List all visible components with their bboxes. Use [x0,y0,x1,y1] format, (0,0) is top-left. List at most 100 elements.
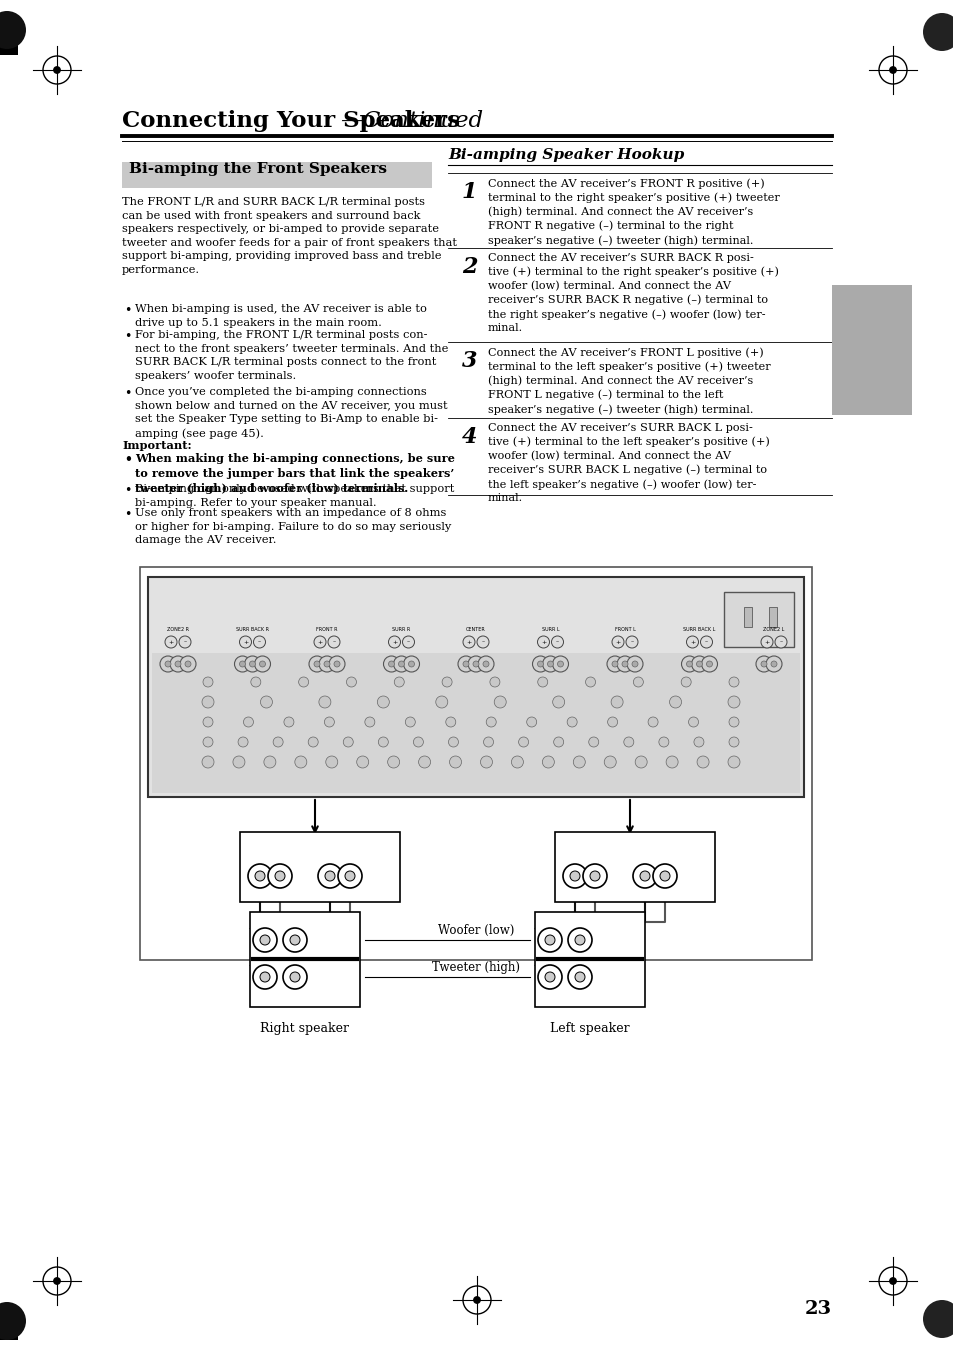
Circle shape [259,661,265,667]
Text: ZONE2 L: ZONE2 L [762,627,784,632]
Text: +: + [562,924,569,934]
Circle shape [760,636,772,648]
Text: –: – [534,961,537,970]
Circle shape [314,636,326,648]
Circle shape [274,871,285,881]
Text: •: • [124,508,132,521]
Circle shape [728,738,739,747]
Circle shape [647,717,658,727]
Circle shape [284,717,294,727]
Circle shape [686,636,698,648]
Circle shape [486,717,496,727]
Bar [250,912,359,1006]
Circle shape [588,738,598,747]
Circle shape [562,865,586,888]
Text: WOOFER: WOOFER [642,851,666,857]
Circle shape [53,1277,61,1285]
Text: SURR BACK R: SURR BACK R [235,627,269,632]
Circle shape [755,657,771,671]
Text: –: – [704,639,707,644]
Circle shape [202,696,213,708]
Circle shape [180,657,195,671]
Circle shape [448,738,458,747]
Text: Connecting Your Speakers: Connecting Your Speakers [122,109,459,132]
Circle shape [625,636,638,648]
Circle shape [612,636,623,648]
Circle shape [551,636,563,648]
Text: •: • [124,330,132,343]
Text: –: – [592,859,597,867]
Circle shape [170,657,186,671]
Text: SURR BACK R: SURR BACK R [243,844,296,850]
Circle shape [553,738,563,747]
Circle shape [239,661,245,667]
Circle shape [573,757,585,767]
Circle shape [603,757,616,767]
Circle shape [477,657,494,671]
Circle shape [639,871,649,881]
Text: Once you’ve completed the bi-amping connections
shown below and turned on the AV: Once you’ve completed the bi-amping conn… [135,386,447,439]
Circle shape [334,661,339,667]
Circle shape [774,636,786,648]
Circle shape [203,677,213,688]
Circle shape [635,757,646,767]
Circle shape [700,657,717,671]
Circle shape [700,636,712,648]
Circle shape [253,928,276,952]
Circle shape [174,661,181,667]
Circle shape [408,661,414,667]
Text: –: – [630,639,633,644]
Text: –: – [257,639,261,644]
Circle shape [542,757,554,767]
Circle shape [243,717,253,727]
Text: Connect the AV receiver’s SURR BACK L posi-
tive (+) terminal to the left speake: Connect the AV receiver’s SURR BACK L po… [488,423,769,503]
Circle shape [659,738,668,747]
Text: +: + [277,924,284,934]
Circle shape [356,757,368,767]
Circle shape [346,677,356,688]
Text: •: • [124,304,132,317]
Text: +: + [277,961,284,970]
Circle shape [589,871,599,881]
Circle shape [473,661,478,667]
Circle shape [480,757,492,767]
Circle shape [537,965,561,989]
Circle shape [273,738,283,747]
Circle shape [160,657,175,671]
Bar [240,832,399,902]
Text: ZONE2 R: ZONE2 R [167,627,189,632]
Text: –: – [249,924,253,934]
Text: Bi-amping the Front Speakers: Bi-amping the Front Speakers [129,162,387,176]
Circle shape [253,636,265,648]
Circle shape [582,865,606,888]
Text: Bi-amping Speaker Hookup: Bi-amping Speaker Hookup [448,149,683,162]
Circle shape [626,657,642,671]
Text: +: + [243,639,248,644]
Text: Connect the AV receiver’s SURR BACK R posi-
tive (+) terminal to the right speak: Connect the AV receiver’s SURR BACK R po… [488,253,779,334]
Text: The FRONT L/R and SURR BACK L/R terminal posts
can be used with front speakers a: The FRONT L/R and SURR BACK L/R terminal… [122,197,456,276]
Circle shape [567,928,592,952]
Text: Right speaker: Right speaker [260,1021,349,1035]
Circle shape [283,965,307,989]
Circle shape [457,657,474,671]
Circle shape [575,935,584,944]
Circle shape [324,661,330,667]
Circle shape [542,657,558,671]
Circle shape [612,661,618,667]
Circle shape [328,636,339,648]
Circle shape [378,738,388,747]
Circle shape [552,696,564,708]
Circle shape [557,661,563,667]
Circle shape [693,738,703,747]
Circle shape [165,636,177,648]
Bar [723,592,793,647]
Text: –: – [779,639,781,644]
Circle shape [652,865,677,888]
Text: •: • [124,484,132,497]
Circle shape [688,717,698,727]
Circle shape [337,865,361,888]
Bar [743,607,751,627]
Circle shape [377,696,389,708]
Text: +: + [168,639,173,644]
Circle shape [691,657,707,671]
